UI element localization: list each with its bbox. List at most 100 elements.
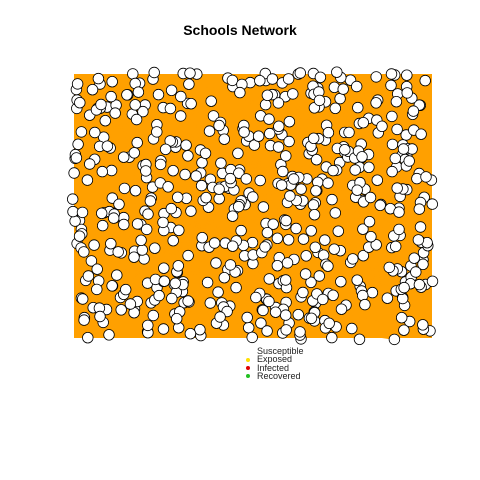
node — [213, 192, 225, 205]
node — [287, 88, 299, 100]
node — [281, 257, 294, 269]
node — [165, 84, 178, 97]
node — [346, 322, 358, 335]
node — [292, 309, 305, 321]
node — [310, 153, 323, 166]
node — [78, 246, 90, 258]
legend-label-susceptible: Susceptible — [257, 346, 304, 356]
node — [105, 90, 117, 103]
node — [203, 125, 216, 137]
node — [280, 309, 292, 321]
node — [140, 165, 152, 177]
edge — [266, 95, 316, 204]
node — [393, 223, 405, 236]
node — [322, 260, 334, 272]
node — [413, 203, 426, 215]
plot-title: Schools Network — [183, 22, 297, 38]
node — [403, 155, 415, 167]
node — [353, 333, 366, 346]
node — [111, 269, 123, 281]
node — [314, 71, 327, 84]
node — [204, 297, 217, 309]
node — [272, 141, 285, 153]
node — [271, 260, 284, 272]
node — [250, 291, 262, 304]
node — [277, 165, 289, 178]
node — [357, 223, 369, 235]
node — [376, 120, 388, 133]
node — [132, 86, 145, 98]
legend-entry-susceptible: Susceptible — [246, 346, 304, 356]
node — [385, 79, 397, 92]
node — [300, 250, 312, 262]
node — [267, 218, 279, 230]
edge — [81, 171, 103, 234]
edge — [135, 84, 243, 192]
node — [271, 232, 284, 245]
legend-swatch-infected — [246, 366, 250, 371]
node — [252, 130, 265, 142]
node — [322, 126, 335, 139]
node — [72, 138, 84, 151]
node — [391, 182, 403, 194]
node — [386, 138, 399, 151]
node — [184, 328, 197, 340]
node — [195, 179, 208, 192]
node — [185, 205, 197, 217]
node — [154, 158, 167, 171]
legend-label-recovered: Recovered — [257, 371, 301, 382]
node — [107, 212, 120, 224]
node — [343, 126, 355, 139]
node — [157, 216, 169, 229]
node — [232, 147, 244, 160]
node — [117, 151, 130, 163]
node — [308, 132, 320, 145]
node — [269, 306, 282, 318]
node — [313, 94, 326, 107]
node — [215, 157, 227, 169]
node — [337, 83, 349, 95]
node — [208, 237, 221, 249]
node — [419, 74, 431, 87]
node — [282, 234, 295, 246]
node — [349, 164, 361, 176]
node — [82, 332, 94, 344]
edge — [250, 82, 407, 88]
node — [212, 286, 224, 298]
node — [199, 147, 212, 160]
node — [78, 314, 90, 326]
node — [70, 152, 83, 164]
node — [241, 311, 253, 324]
node — [280, 214, 292, 227]
node — [128, 147, 141, 159]
node — [112, 246, 124, 258]
node — [329, 207, 342, 219]
node — [152, 88, 165, 101]
legend-swatch-recovered — [246, 374, 250, 379]
node — [230, 281, 242, 294]
node — [103, 329, 115, 341]
node — [130, 113, 143, 126]
node — [182, 295, 194, 307]
legend-swatch-susceptible — [246, 349, 250, 354]
node — [91, 283, 103, 296]
node — [234, 86, 246, 99]
legend-entry-recovered: Recovered — [246, 371, 304, 382]
node — [357, 249, 370, 262]
node — [283, 115, 296, 128]
node — [401, 87, 413, 99]
node — [207, 110, 220, 122]
edge — [83, 223, 139, 318]
node — [213, 183, 225, 195]
node — [261, 226, 274, 239]
node — [414, 221, 427, 233]
node — [105, 237, 117, 250]
node — [106, 280, 118, 292]
node — [359, 298, 371, 311]
node — [201, 276, 214, 289]
node — [109, 107, 121, 119]
node — [158, 275, 171, 287]
node — [242, 322, 255, 334]
node — [238, 126, 250, 138]
node — [218, 133, 231, 145]
